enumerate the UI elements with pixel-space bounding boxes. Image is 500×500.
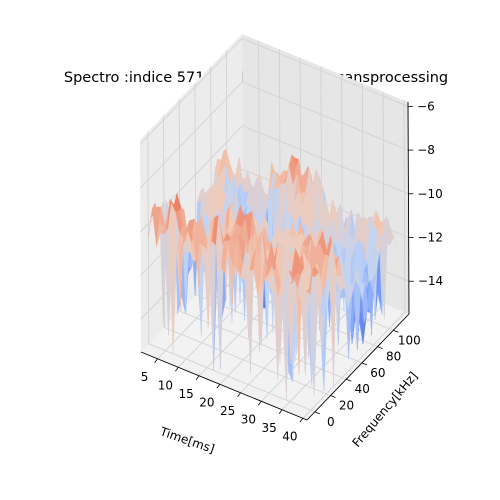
x-tick-label: 20	[199, 395, 214, 409]
x-tick-mark	[299, 418, 304, 423]
x-tick-label: 15	[178, 387, 193, 401]
y-axis-label: Frequency[kHz]	[349, 369, 420, 450]
y-grid-line	[147, 131, 315, 413]
x-tick-label: 40	[282, 429, 297, 443]
z-tick-label: −8	[417, 143, 435, 157]
y-tick-label: 80	[386, 350, 401, 364]
x-tick-label: 5	[141, 370, 149, 384]
x-tick-label: 35	[261, 421, 276, 435]
x-axis-line	[140, 351, 308, 421]
y-tick-mark	[393, 329, 399, 333]
x-tick-mark	[216, 384, 221, 389]
x-tick-label: 30	[241, 412, 256, 426]
axis-lines	[140, 101, 410, 421]
y-tick-mark	[377, 346, 383, 349]
y-tick-mark	[346, 378, 352, 382]
x-tick-label: 25	[220, 404, 235, 418]
y-tick-label: 100	[398, 333, 421, 347]
x-grid-line	[302, 100, 406, 419]
y-tick-label: 0	[327, 415, 335, 429]
z-grid-line	[140, 125, 409, 233]
x-tick-mark	[278, 409, 283, 415]
z-grid-line	[139, 37, 409, 145]
z-axis-line	[407, 101, 410, 315]
y-tick-label: 40	[355, 382, 370, 396]
spectrogram-surface	[148, 149, 397, 401]
z-tick-label: −6	[417, 99, 435, 113]
x-tick-mark	[175, 367, 179, 372]
z-tick-label: −12	[418, 231, 443, 245]
x-tick-mark	[195, 375, 200, 381]
y-grid-line	[163, 115, 331, 396]
z-tick-label: −14	[418, 274, 443, 288]
x-axis-label: Time[ms]	[157, 424, 216, 456]
y-tick-label: 20	[339, 399, 354, 413]
y-tick-mark	[361, 362, 368, 366]
y-tick-label: 60	[370, 366, 385, 380]
surface-patch	[305, 268, 314, 295]
x-tick-mark	[154, 358, 158, 364]
y-tick-mark	[330, 395, 336, 398]
y-axis-line	[306, 313, 410, 421]
x-tick-label: 10	[158, 378, 173, 392]
z-grid-line	[139, 81, 409, 189]
x-tick-mark	[258, 401, 262, 406]
y-tick-mark	[314, 411, 320, 415]
z-tick-label: −10	[417, 187, 442, 201]
x-tick-mark	[237, 392, 241, 398]
